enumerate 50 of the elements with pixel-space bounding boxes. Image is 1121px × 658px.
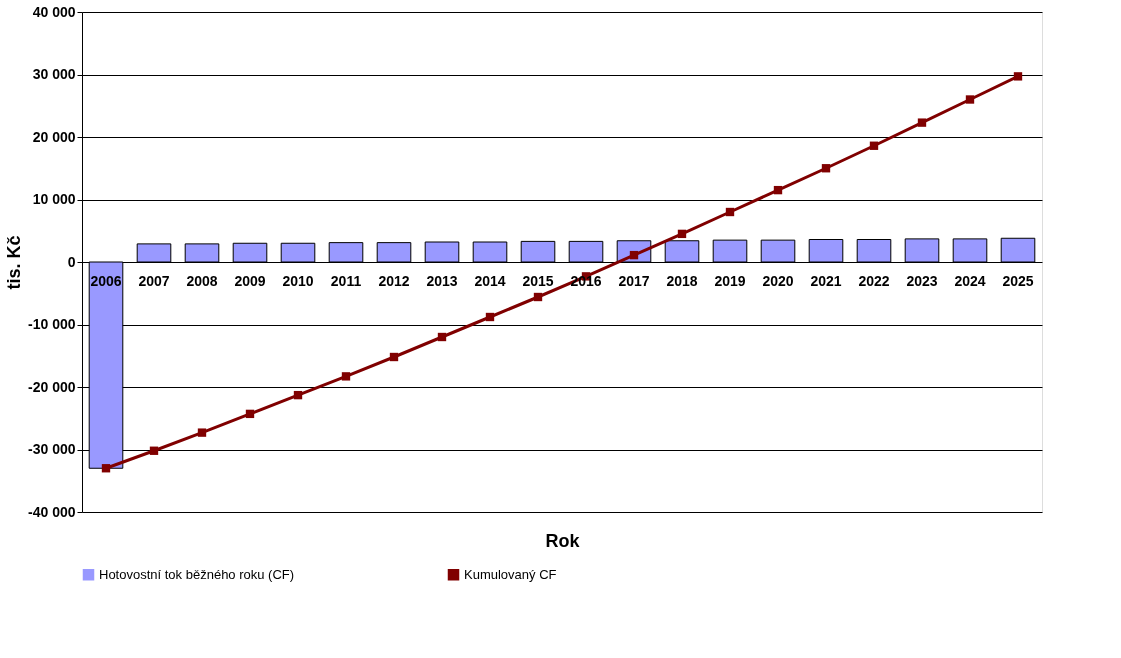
y-tick-label: 20 000 bbox=[32, 128, 76, 145]
x-tick-label: 2024 bbox=[954, 273, 986, 289]
x-tick-label: 2025 bbox=[1002, 273, 1034, 289]
point bbox=[389, 352, 399, 362]
x-tick-label: 2017 bbox=[618, 273, 650, 289]
point bbox=[773, 185, 783, 195]
x-tick-label: 2010 bbox=[282, 273, 314, 289]
point bbox=[869, 141, 879, 150]
x-tick-label: 2011 bbox=[330, 273, 362, 289]
x-tick-label: 2007 bbox=[138, 273, 170, 289]
x-tick-label: 2019 bbox=[714, 273, 746, 289]
x-tick-label: 2008 bbox=[186, 273, 218, 289]
legend-label: Kumulovaný CF bbox=[464, 566, 557, 582]
y-tick-label: 40 000 bbox=[32, 3, 76, 20]
x-tick-label: 2023 bbox=[906, 273, 938, 289]
point bbox=[437, 332, 447, 342]
point bbox=[821, 164, 831, 173]
point bbox=[149, 446, 159, 455]
point bbox=[293, 390, 303, 400]
x-tick-label: 2021 bbox=[810, 273, 842, 289]
point bbox=[1013, 72, 1023, 81]
y-tick-label: -40 000 bbox=[28, 503, 76, 520]
y-tick-label: -30 000 bbox=[28, 441, 76, 457]
point bbox=[245, 409, 255, 419]
point bbox=[485, 312, 495, 322]
x-tick-label: 2013 bbox=[426, 273, 458, 289]
x-tick-label: 2018 bbox=[666, 273, 698, 289]
point bbox=[965, 95, 975, 104]
point bbox=[197, 428, 207, 437]
y-tick-label: -20 000 bbox=[28, 378, 76, 395]
legend-label: Hotovostní tok běžného roku (CF) bbox=[99, 566, 295, 582]
x-tick-label: 2009 bbox=[234, 273, 266, 289]
point bbox=[725, 207, 735, 217]
y-tick-label: -10 000 bbox=[28, 316, 76, 332]
x-axis-title: Rok bbox=[545, 530, 581, 551]
y-tick-label: 0 bbox=[67, 253, 76, 270]
x-tick-label: 2012 bbox=[378, 273, 410, 289]
point bbox=[533, 292, 543, 302]
x-tick-label: 2014 bbox=[474, 273, 506, 289]
point bbox=[917, 118, 927, 127]
x-tick-label: 2015 bbox=[522, 273, 554, 289]
y-axis-title: tis. Kč bbox=[4, 235, 25, 290]
y-tick-label: 30 000 bbox=[32, 66, 76, 82]
point bbox=[341, 372, 351, 381]
point bbox=[677, 229, 687, 239]
y-tick-label: 10 000 bbox=[32, 191, 76, 207]
x-tick-label: 2022 bbox=[858, 273, 890, 289]
point bbox=[101, 464, 111, 473]
x-tick-label: 2020 bbox=[762, 273, 794, 289]
x-tick-label: 2006 bbox=[90, 273, 122, 289]
